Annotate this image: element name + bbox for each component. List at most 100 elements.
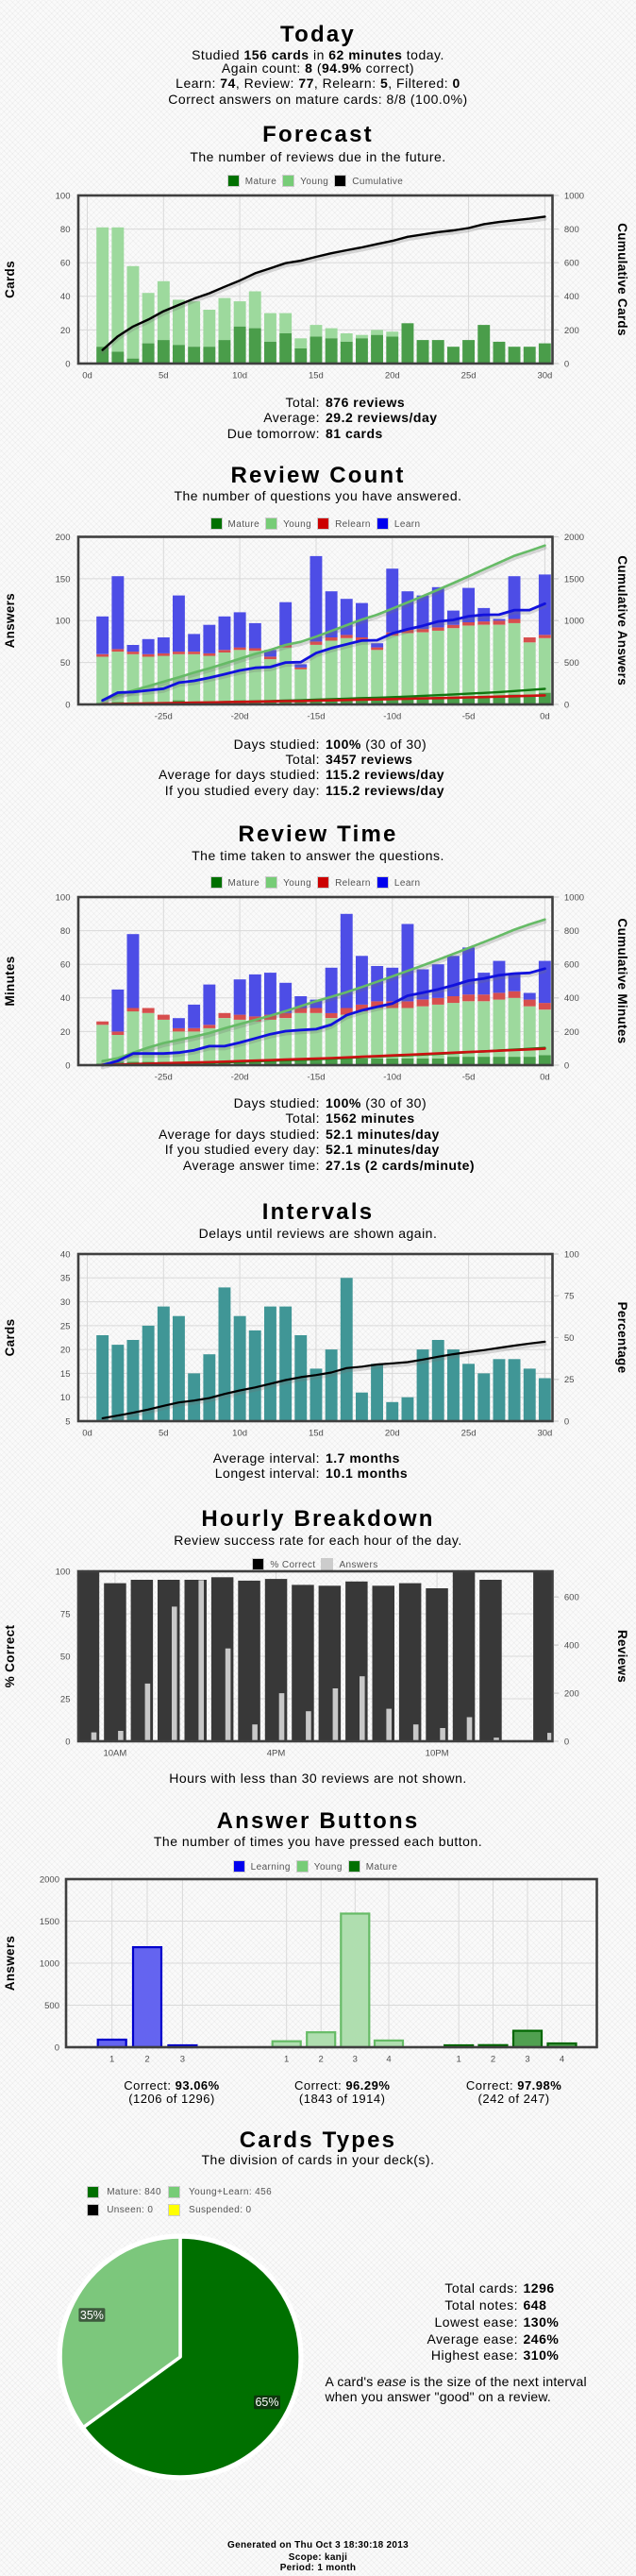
svg-text:0: 0	[564, 1060, 569, 1071]
svg-text:Answers: Answers	[3, 593, 17, 648]
svg-text:0: 0	[564, 1737, 569, 1747]
svg-text:1: 1	[109, 2055, 114, 2065]
svg-text:500: 500	[564, 658, 579, 669]
svg-text:0: 0	[65, 700, 70, 710]
svg-text:30: 30	[60, 1297, 71, 1308]
svg-text:1: 1	[457, 2055, 461, 2065]
svg-text:10AM: 10AM	[103, 1749, 126, 1759]
svg-text:-25d: -25d	[155, 1073, 173, 1083]
svg-text:20d: 20d	[385, 1429, 400, 1439]
svg-text:20: 20	[60, 326, 71, 336]
svg-text:-20d: -20d	[231, 1073, 249, 1083]
svg-text:Cumulative Cards: Cumulative Cards	[615, 223, 629, 336]
svg-text:1500: 1500	[564, 574, 584, 585]
svg-text:0d: 0d	[82, 371, 92, 381]
svg-text:50: 50	[564, 1333, 575, 1344]
svg-text:25: 25	[60, 1321, 71, 1331]
svg-text:-20d: -20d	[231, 712, 249, 722]
svg-text:1: 1	[284, 2055, 289, 2065]
svg-text:5d: 5d	[159, 1429, 169, 1439]
svg-text:35: 35	[60, 1274, 71, 1284]
svg-text:0: 0	[65, 1737, 70, 1747]
svg-text:600: 600	[564, 960, 579, 971]
svg-text:40: 40	[60, 1249, 71, 1260]
svg-text:4: 4	[386, 2055, 391, 2065]
svg-text:15d: 15d	[309, 1429, 324, 1439]
svg-text:200: 200	[564, 1027, 579, 1038]
svg-text:400: 400	[564, 993, 579, 1004]
svg-text:60: 60	[60, 960, 71, 971]
svg-text:0: 0	[65, 1060, 70, 1071]
svg-text:1000: 1000	[40, 1958, 59, 1969]
svg-text:0: 0	[65, 359, 70, 369]
svg-text:Answers: Answers	[3, 1936, 17, 1991]
svg-text:10: 10	[60, 1393, 71, 1403]
svg-text:100: 100	[56, 191, 71, 201]
svg-text:2: 2	[319, 2055, 324, 2065]
svg-text:25: 25	[564, 1375, 575, 1385]
svg-text:-15d: -15d	[307, 712, 325, 722]
svg-text:2: 2	[491, 2055, 495, 2065]
svg-text:50: 50	[60, 658, 71, 669]
svg-text:3: 3	[180, 2055, 185, 2065]
svg-text:3: 3	[525, 2055, 529, 2065]
svg-text:4PM: 4PM	[267, 1749, 286, 1759]
svg-text:25: 25	[60, 1694, 71, 1704]
svg-text:0: 0	[564, 359, 569, 369]
svg-text:2000: 2000	[40, 1874, 59, 1885]
svg-text:10PM: 10PM	[426, 1749, 449, 1759]
svg-text:100: 100	[56, 617, 71, 627]
svg-text:80: 80	[60, 926, 71, 937]
svg-text:Minutes: Minutes	[3, 956, 17, 1006]
svg-text:400: 400	[564, 292, 579, 302]
svg-text:600: 600	[564, 1593, 579, 1603]
svg-text:2000: 2000	[564, 533, 584, 543]
svg-text:-25d: -25d	[155, 712, 173, 722]
svg-text:1000: 1000	[564, 191, 584, 201]
svg-text:100: 100	[564, 1249, 579, 1260]
svg-text:20: 20	[60, 1346, 71, 1356]
svg-text:0d: 0d	[82, 1429, 92, 1439]
svg-text:Percentage: Percentage	[615, 1302, 629, 1374]
svg-text:200: 200	[56, 533, 71, 543]
svg-text:1500: 1500	[40, 1917, 59, 1927]
svg-text:15d: 15d	[309, 371, 324, 381]
svg-text:100: 100	[56, 892, 71, 903]
svg-text:200: 200	[564, 1689, 579, 1700]
svg-text:50: 50	[60, 1652, 71, 1662]
svg-text:20d: 20d	[385, 371, 400, 381]
svg-text:Cards: Cards	[3, 1319, 17, 1357]
svg-text:40: 40	[60, 292, 71, 302]
svg-text:-15d: -15d	[307, 1073, 325, 1083]
svg-text:-5d: -5d	[462, 1073, 476, 1083]
svg-text:4: 4	[560, 2055, 564, 2065]
svg-text:30d: 30d	[537, 371, 552, 381]
svg-text:80: 80	[60, 225, 71, 235]
svg-text:20: 20	[60, 1027, 71, 1038]
svg-text:10d: 10d	[232, 1429, 247, 1439]
svg-text:0d: 0d	[540, 1073, 550, 1083]
svg-text:40: 40	[60, 993, 71, 1004]
svg-text:150: 150	[56, 574, 71, 585]
svg-text:-10d: -10d	[383, 712, 401, 722]
svg-text:Cards: Cards	[3, 261, 17, 298]
svg-text:1000: 1000	[564, 892, 584, 903]
svg-text:200: 200	[564, 326, 579, 336]
svg-text:5: 5	[65, 1416, 70, 1427]
svg-text:65%: 65%	[255, 2396, 278, 2409]
svg-text:75: 75	[564, 1292, 575, 1302]
svg-text:-5d: -5d	[462, 712, 476, 722]
svg-text:1000: 1000	[564, 617, 584, 627]
svg-text:60: 60	[60, 259, 71, 269]
svg-text:0: 0	[564, 700, 569, 710]
svg-text:0d: 0d	[540, 712, 550, 722]
svg-text:15: 15	[60, 1369, 71, 1380]
svg-text:75: 75	[60, 1609, 71, 1619]
svg-text:500: 500	[44, 2001, 59, 2011]
svg-text:25d: 25d	[461, 1429, 477, 1439]
svg-text:Cumulative Answers: Cumulative Answers	[615, 555, 629, 686]
svg-text:800: 800	[564, 225, 579, 235]
svg-text:35%: 35%	[80, 2309, 104, 2322]
svg-text:2: 2	[144, 2055, 149, 2065]
svg-text:25d: 25d	[461, 371, 477, 381]
